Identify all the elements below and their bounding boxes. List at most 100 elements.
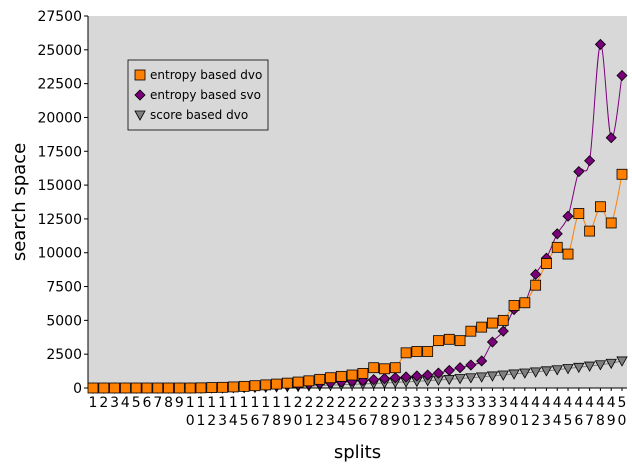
x-tick-label: 2 (294, 395, 303, 411)
data-point-score-based-dvo (508, 369, 520, 380)
x-tick-label: 0 (402, 413, 411, 429)
data-point-score-based-dvo (540, 366, 553, 377)
x-tick-label: 3 (466, 395, 475, 411)
x-tick-label: 7 (585, 413, 594, 429)
data-point-score-based-dvo (475, 372, 488, 383)
legend-label: entropy based svo (150, 88, 261, 102)
x-tick-label: 1 (196, 413, 205, 429)
x-tick-label: 1 (229, 395, 238, 411)
x-tick-label: 3 (412, 395, 421, 411)
x-tick-label: 7 (369, 413, 378, 429)
data-point-score-based-dvo (454, 374, 466, 385)
data-point-entropy-based-dvo (476, 321, 488, 333)
x-axis-label: splits (334, 442, 381, 463)
x-tick-label: 5 (240, 413, 249, 429)
data-point-entropy-based-dvo (195, 382, 207, 394)
x-tick-label: 2 (423, 413, 432, 429)
x-tick-label: 3 (434, 395, 443, 411)
y-tick-label: 20000 (37, 110, 82, 126)
x-tick-label: 2 (531, 413, 540, 429)
data-point-entropy-based-dvo (260, 379, 272, 391)
x-tick-label: 2 (358, 395, 367, 411)
data-point-entropy-based-dvo (227, 381, 239, 393)
x-tick-label: 8 (380, 413, 389, 429)
data-point-score-based-dvo (562, 364, 574, 375)
data-point-score-based-dvo (551, 365, 563, 376)
data-point-entropy-based-svo (605, 132, 617, 144)
y-tick-label: 15000 (37, 178, 82, 194)
data-point-score-based-dvo (616, 356, 628, 367)
x-tick-label: 4 (574, 395, 583, 411)
data-point-entropy-based-dvo (368, 362, 380, 374)
x-tick-label: 1 (412, 413, 421, 429)
x-tick-label: 4 (564, 395, 573, 411)
data-point-score-based-dvo (605, 358, 617, 370)
x-tick-label: 3 (542, 413, 551, 429)
data-point-entropy-based-svo (530, 268, 542, 280)
x-tick-label: 5 (132, 395, 141, 411)
x-tick-label: 8 (596, 413, 605, 429)
data-point-entropy-based-svo (486, 336, 499, 348)
x-tick-label: 2 (207, 413, 216, 429)
data-point-entropy-based-svo (422, 369, 434, 381)
x-tick-label: 2 (99, 395, 108, 411)
x-tick-label: 8 (164, 395, 173, 411)
data-point-entropy-based-dvo (163, 382, 174, 394)
x-tick-label: 0 (294, 413, 303, 429)
x-tick-label: 4 (607, 395, 616, 411)
x-tick-label: 1 (520, 413, 529, 429)
x-tick-label: 3 (499, 395, 508, 411)
x-tick-label: 4 (520, 395, 529, 411)
x-tick-label: 2 (391, 395, 400, 411)
x-tick-label: 2 (315, 413, 324, 429)
x-tick-label: 1 (89, 395, 98, 411)
x-tick-label: 2 (304, 395, 313, 411)
data-point-entropy-based-svo (389, 372, 401, 384)
data-point-entropy-based-dvo (508, 300, 520, 311)
data-point-score-based-dvo (519, 368, 531, 379)
x-tick-label: 0 (186, 413, 195, 429)
data-point-entropy-based-dvo (292, 376, 304, 388)
data-point-score-based-dvo (583, 361, 596, 372)
data-point-entropy-based-dvo (249, 380, 261, 392)
x-tick-label: 1 (218, 395, 227, 411)
x-tick-label: 3 (445, 395, 454, 411)
data-point-entropy-based-dvo (530, 279, 542, 291)
x-tick-label: 3 (218, 413, 227, 429)
data-point-entropy-based-dvo (303, 375, 315, 387)
y-tick-label: 17500 (37, 144, 82, 160)
data-point-entropy-based-dvo (87, 382, 99, 394)
x-tick-label: 5 (564, 413, 573, 429)
legend-label: entropy based dvo (150, 68, 262, 82)
data-point-entropy-based-dvo (422, 346, 434, 357)
y-tick-label: 2500 (46, 347, 82, 363)
y-tick-label: 0 (73, 381, 82, 397)
x-tick-label: 0 (510, 413, 519, 429)
data-point-entropy-based-dvo (465, 325, 477, 337)
x-tick-label: 7 (477, 413, 486, 429)
data-point-score-based-dvo (465, 373, 477, 384)
x-tick-label: 3 (434, 413, 443, 429)
data-point-entropy-based-dvo (152, 382, 164, 394)
y-tick-label: 12500 (37, 212, 82, 228)
data-point-entropy-based-svo (432, 367, 445, 379)
data-point-entropy-based-dvo (206, 382, 218, 393)
data-point-entropy-based-dvo (584, 225, 596, 237)
x-tick-label: 7 (261, 413, 270, 429)
data-point-entropy-based-dvo (562, 248, 574, 260)
x-tick-label: 3 (477, 395, 486, 411)
data-point-entropy-based-dvo (400, 347, 412, 359)
data-point-entropy-based-svo (551, 228, 563, 240)
data-point-entropy-based-dvo (119, 382, 131, 394)
y-tick-label: 22500 (37, 77, 82, 93)
x-tick-label: 9 (175, 395, 184, 411)
x-tick-label: 4 (337, 413, 346, 429)
data-point-entropy-based-dvo (281, 377, 293, 389)
x-tick-label: 3 (423, 395, 432, 411)
data-point-entropy-based-svo (594, 38, 606, 50)
data-point-entropy-based-dvo (130, 382, 142, 394)
x-tick-label: 6 (574, 413, 583, 429)
data-point-entropy-based-dvo (357, 367, 369, 379)
legend-label: score based dvo (150, 108, 248, 122)
